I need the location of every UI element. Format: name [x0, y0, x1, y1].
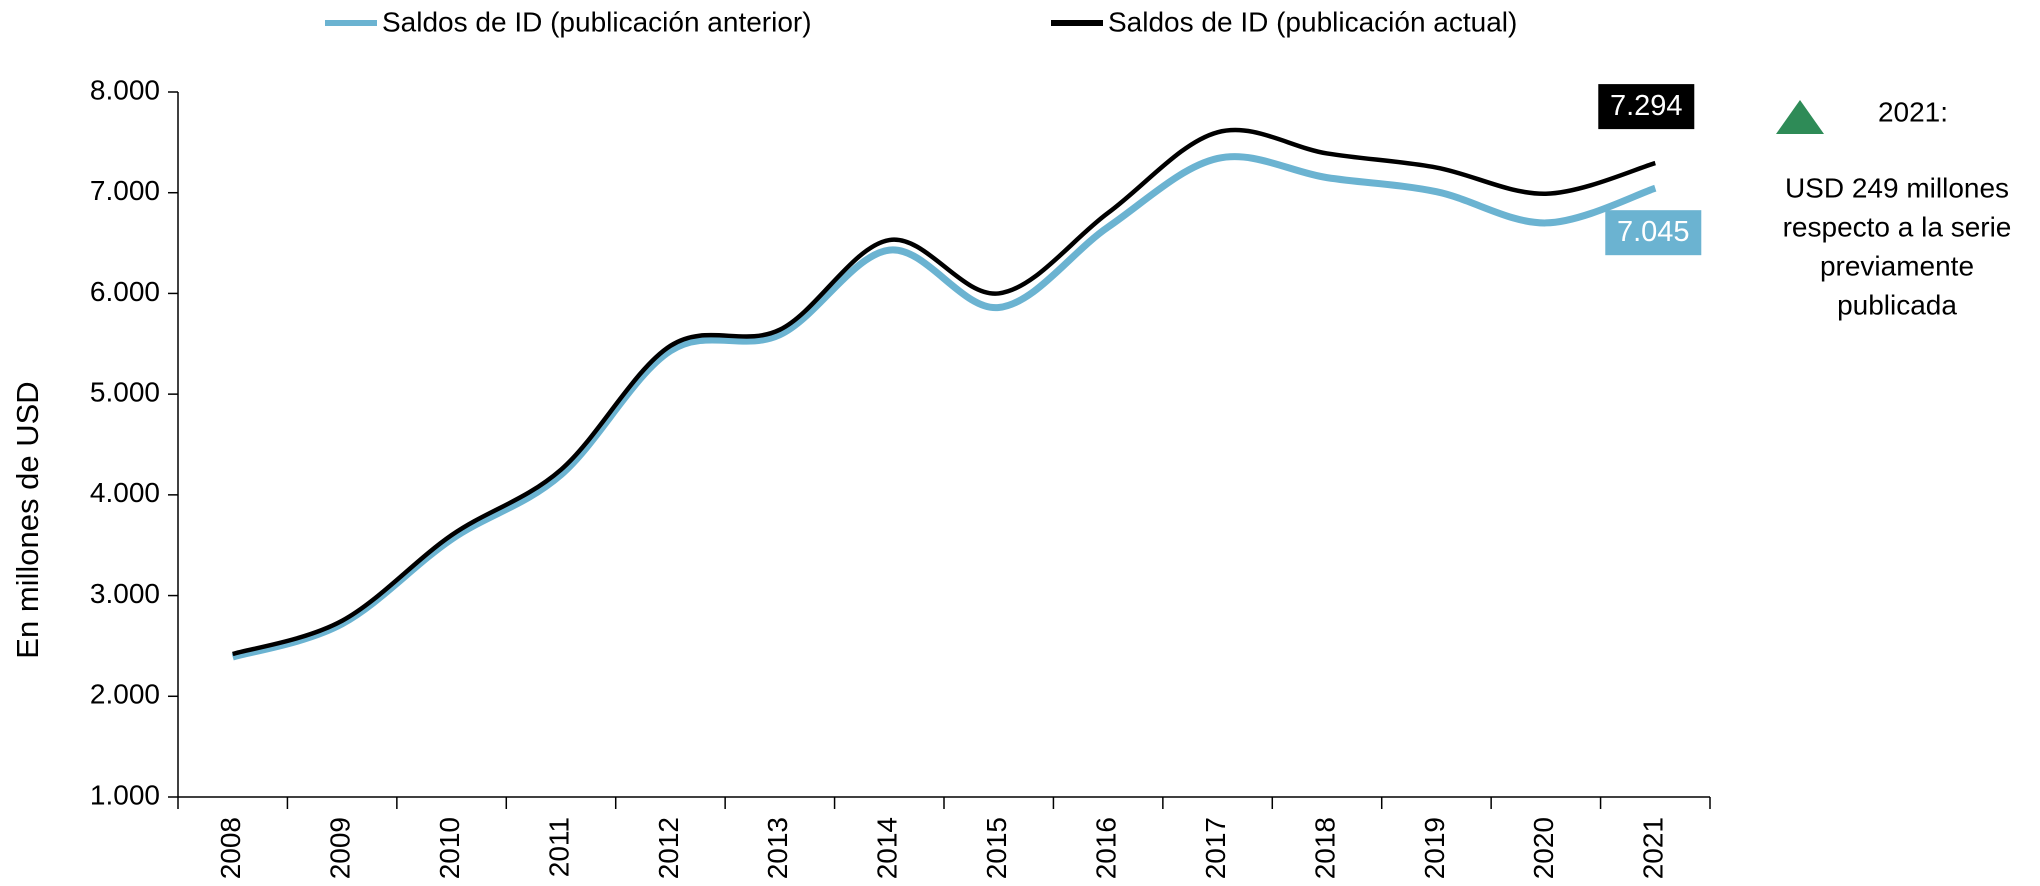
x-tick-label: 2011 — [543, 817, 574, 877]
annotation-line: USD 249 millones — [1785, 172, 2009, 203]
x-tick-label: 2012 — [653, 817, 684, 879]
y-tick-label: 6.000 — [90, 276, 160, 307]
y-tick-label: 8.000 — [90, 74, 160, 105]
value-label: 7.294 — [1610, 90, 1683, 122]
x-tick-label: 2015 — [981, 817, 1012, 879]
annotation-line: publicada — [1837, 289, 1957, 320]
line — [231, 153, 1657, 661]
y-tick-label: 2.000 — [90, 679, 160, 710]
x-tick-label: 2021 — [1638, 817, 1669, 879]
value-label-box — [1605, 210, 1702, 256]
x-tick-label: 2019 — [1419, 817, 1450, 879]
y-tick-label: 4.000 — [90, 477, 160, 508]
x-tick-label: 2013 — [762, 817, 793, 879]
x-tick-label: 2008 — [215, 817, 246, 879]
x-tick-label: 2014 — [872, 817, 903, 879]
annotation-marker — [1776, 100, 1824, 134]
x-tick-label: 2018 — [1309, 817, 1340, 879]
value-label: 7.045 — [1617, 216, 1690, 248]
y-axis-title: En millones de USD — [10, 381, 45, 658]
value-label-box — [1598, 84, 1695, 130]
x-tick-label: 2017 — [1200, 817, 1231, 879]
y-tick-label: 7.000 — [90, 175, 160, 206]
legend-label: Saldos de ID (publicación anterior) — [382, 6, 812, 37]
x-tick-label: 2016 — [1091, 817, 1122, 879]
x-tick-label: 2010 — [434, 817, 465, 879]
y-tick-label: 5.000 — [90, 377, 160, 408]
annotation-title: 2021: — [1878, 96, 1948, 127]
x-tick-label: 2020 — [1528, 817, 1559, 879]
y-tick-label: 1.000 — [90, 779, 160, 810]
line — [232, 127, 1656, 657]
x-tick-label: 2009 — [325, 817, 356, 879]
annotation-line: previamente — [1820, 250, 1974, 281]
y-tick-label: 3.000 — [90, 578, 160, 609]
annotation-line: respecto a la serie — [1783, 211, 2012, 242]
legend-label: Saldos de ID (publicación actual) — [1108, 6, 1517, 37]
